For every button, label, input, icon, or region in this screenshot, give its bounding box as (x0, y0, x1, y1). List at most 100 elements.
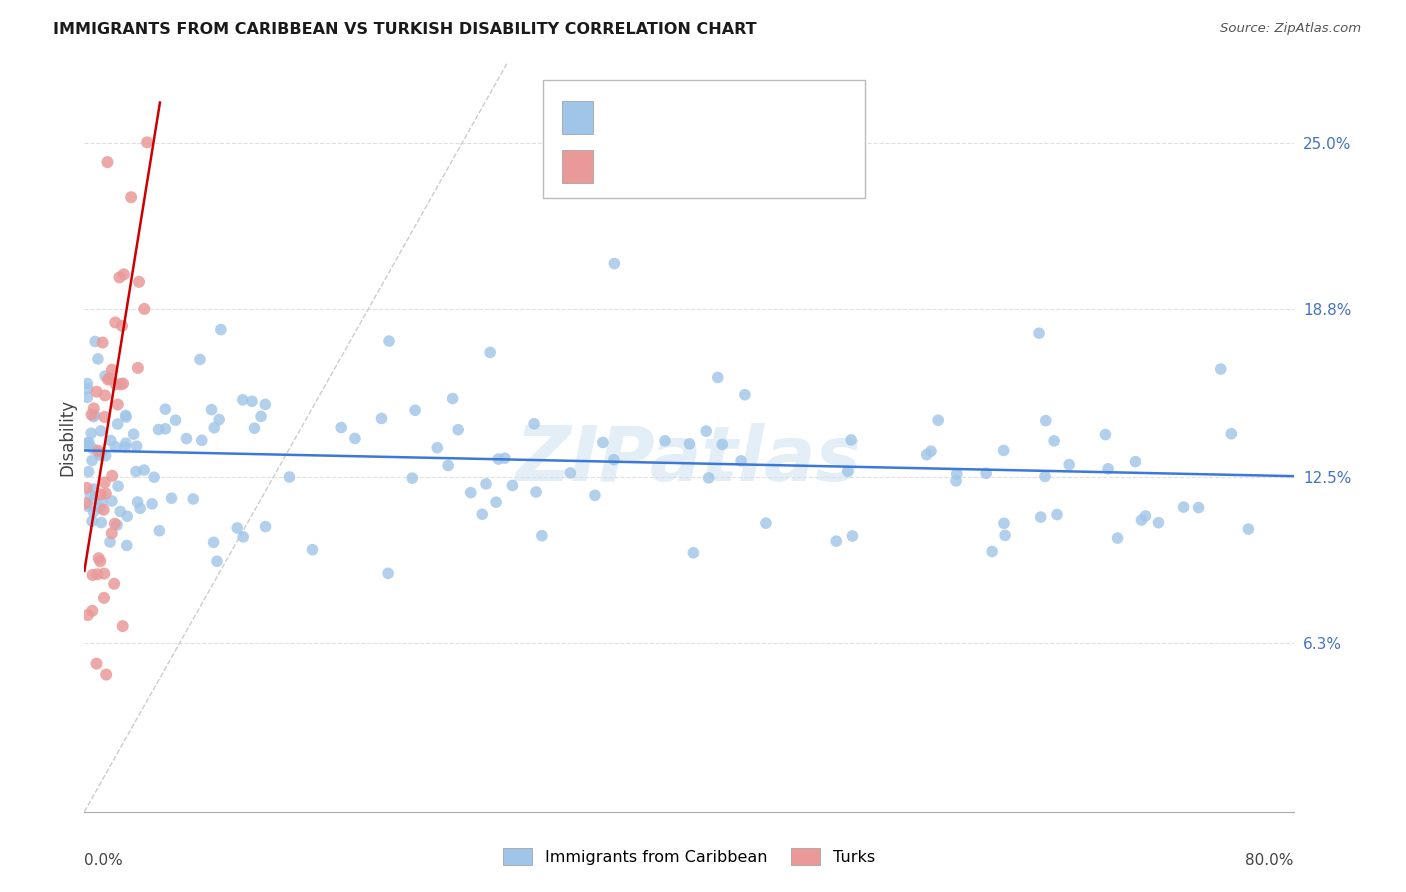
Immigrants from Caribbean (117, 509, 139, 524)
Immigrants from Caribbean (202, 421, 225, 435)
Immigrants from Caribbean (114, 409, 136, 423)
Immigrants from Caribbean (479, 345, 502, 359)
Immigrants from Caribbean (377, 566, 399, 581)
Turks (93, 591, 115, 605)
Text: 0.0%: 0.0% (84, 853, 124, 868)
Immigrants from Caribbean (437, 458, 460, 473)
Turks (91, 335, 114, 350)
Immigrants from Caribbean (1187, 500, 1209, 515)
Immigrants from Caribbean (501, 478, 523, 492)
Immigrants from Caribbean (1035, 414, 1057, 428)
Text: 0.545: 0.545 (628, 159, 679, 174)
Turks (110, 377, 132, 392)
Turks (104, 377, 127, 392)
Turks (93, 475, 115, 490)
Immigrants from Caribbean (485, 495, 508, 509)
Immigrants from Caribbean (104, 440, 127, 454)
Immigrants from Caribbean (209, 322, 232, 336)
Immigrants from Caribbean (330, 420, 353, 434)
Immigrants from Caribbean (1033, 469, 1056, 483)
Immigrants from Caribbean (378, 334, 401, 348)
Immigrants from Caribbean (993, 443, 1015, 458)
Immigrants from Caribbean (654, 434, 676, 448)
Turks (101, 363, 124, 377)
Turks (94, 388, 117, 402)
Immigrants from Caribbean (1043, 434, 1066, 448)
Immigrants from Caribbean (181, 491, 204, 506)
Text: 146: 146 (711, 110, 745, 125)
Immigrants from Caribbean (87, 351, 110, 366)
Immigrants from Caribbean (125, 439, 148, 453)
Text: R =: R = (606, 110, 636, 125)
Turks (80, 408, 103, 422)
Immigrants from Caribbean (80, 453, 103, 467)
Immigrants from Caribbean (592, 435, 614, 450)
Immigrants from Caribbean (678, 437, 700, 451)
Immigrants from Caribbean (301, 542, 323, 557)
Turks (76, 608, 98, 623)
Immigrants from Caribbean (82, 505, 104, 519)
Immigrants from Caribbean (232, 392, 254, 407)
Immigrants from Caribbean (974, 467, 997, 481)
Text: IMMIGRANTS FROM CARIBBEAN VS TURKISH DISABILITY CORRELATION CHART: IMMIGRANTS FROM CARIBBEAN VS TURKISH DIS… (53, 22, 756, 37)
Immigrants from Caribbean (114, 436, 136, 450)
Immigrants from Caribbean (915, 448, 938, 462)
Immigrants from Caribbean (560, 466, 582, 480)
Turks (98, 371, 121, 385)
Immigrants from Caribbean (254, 397, 277, 411)
Immigrants from Caribbean (79, 488, 101, 502)
Immigrants from Caribbean (404, 403, 426, 417)
Turks (112, 376, 135, 391)
Turks (83, 401, 105, 416)
Turks (86, 567, 108, 582)
Immigrants from Caribbean (76, 499, 98, 513)
Immigrants from Caribbean (682, 546, 704, 560)
Immigrants from Caribbean (1130, 513, 1153, 527)
Text: Source: ZipAtlas.com: Source: ZipAtlas.com (1220, 22, 1361, 36)
Immigrants from Caribbean (401, 471, 423, 485)
Immigrants from Caribbean (148, 423, 170, 437)
Immigrants from Caribbean (707, 370, 730, 384)
Immigrants from Caribbean (127, 495, 149, 509)
Immigrants from Caribbean (89, 448, 111, 462)
Turks (101, 468, 124, 483)
Immigrants from Caribbean (841, 529, 863, 543)
Immigrants from Caribbean (83, 482, 105, 496)
Immigrants from Caribbean (202, 535, 225, 549)
Immigrants from Caribbean (101, 494, 124, 508)
Immigrants from Caribbean (107, 417, 129, 431)
Turks (93, 566, 115, 581)
Turks (127, 360, 149, 375)
Immigrants from Caribbean (1028, 326, 1050, 341)
Immigrants from Caribbean (114, 440, 136, 454)
Immigrants from Caribbean (115, 410, 138, 425)
Immigrants from Caribbean (755, 516, 778, 531)
Immigrants from Caribbean (143, 470, 166, 484)
Turks (75, 496, 97, 510)
Immigrants from Caribbean (494, 451, 516, 466)
Turks (94, 486, 117, 500)
Immigrants from Caribbean (1107, 531, 1129, 545)
Immigrants from Caribbean (697, 471, 720, 485)
Immigrants from Caribbean (1094, 427, 1116, 442)
Immigrants from Caribbean (486, 452, 509, 467)
Immigrants from Caribbean (1125, 455, 1147, 469)
Turks (104, 516, 127, 531)
Immigrants from Caribbean (188, 352, 211, 367)
Turks (96, 667, 118, 681)
Immigrants from Caribbean (278, 470, 301, 484)
Immigrants from Caribbean (730, 454, 752, 468)
Immigrants from Caribbean (426, 441, 449, 455)
Turks (82, 604, 104, 618)
Immigrants from Caribbean (83, 408, 105, 422)
Immigrants from Caribbean (370, 411, 392, 425)
Immigrants from Caribbean (76, 376, 98, 391)
Immigrants from Caribbean (1046, 508, 1069, 522)
Immigrants from Caribbean (837, 464, 859, 478)
Immigrants from Caribbean (1237, 522, 1260, 536)
Immigrants from Caribbean (254, 519, 277, 533)
Immigrants from Caribbean (734, 388, 756, 402)
Immigrants from Caribbean (1220, 426, 1243, 441)
Immigrants from Caribbean (176, 432, 198, 446)
Immigrants from Caribbean (208, 412, 231, 426)
